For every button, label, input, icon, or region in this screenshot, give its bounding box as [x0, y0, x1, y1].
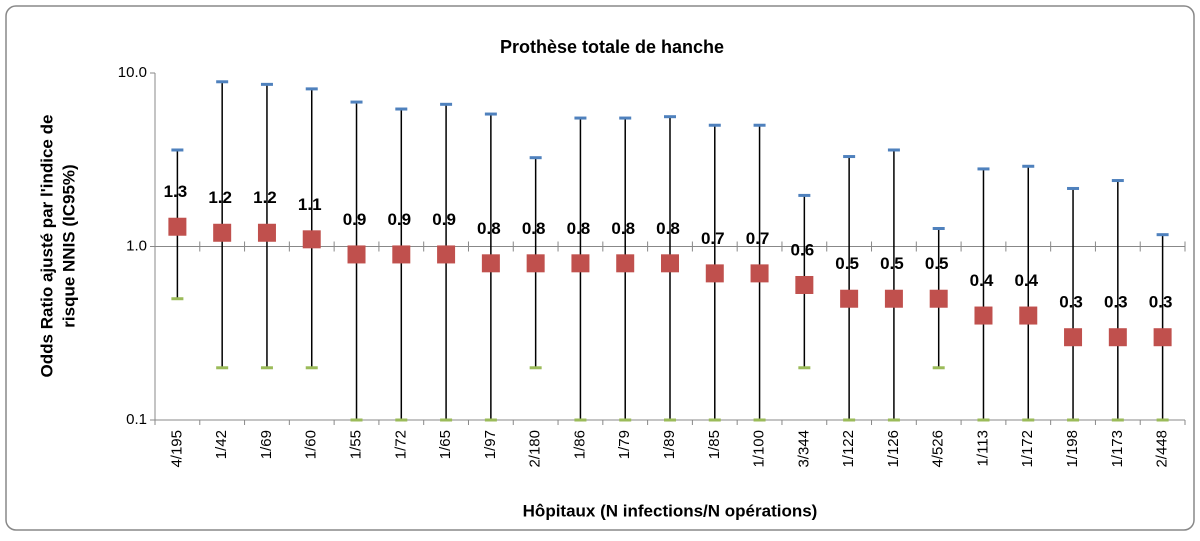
x-tick-label: 1/126: [885, 430, 902, 468]
data-label: 0.8: [656, 219, 680, 238]
data-label: 0.5: [835, 254, 859, 273]
data-label: 0.7: [746, 229, 770, 248]
marker: [571, 254, 590, 273]
y-tick-label: 10.0: [118, 64, 147, 81]
data-label: 1.1: [298, 195, 322, 214]
marker: [884, 289, 903, 308]
y-tick-label: 1.0: [126, 237, 147, 254]
x-tick-label: 1/172: [1019, 430, 1036, 468]
data-label: 0.8: [611, 219, 635, 238]
x-tick-label: 4/526: [930, 430, 947, 468]
x-tick-label: 1/85: [706, 430, 723, 459]
x-tick-label: 1/69: [258, 430, 275, 459]
data-label: 0.3: [1104, 293, 1128, 312]
marker: [302, 230, 321, 249]
marker: [1019, 306, 1038, 325]
x-tick-label: 1/122: [840, 430, 857, 468]
x-tick-label: 1/198: [1064, 430, 1081, 468]
x-tick-label: 1/100: [751, 430, 768, 468]
data-label: 0.9: [343, 210, 367, 229]
data-label: 0.7: [701, 229, 725, 248]
x-tick-label: 3/344: [795, 430, 812, 468]
marker: [347, 245, 366, 264]
x-tick-label: 1/65: [437, 430, 454, 459]
data-label: 0.3: [1149, 293, 1173, 312]
x-tick-label: 1/55: [347, 430, 364, 459]
x-tick-label: 1/113: [974, 430, 991, 466]
data-label: 0.8: [522, 219, 546, 238]
marker: [795, 275, 814, 294]
marker: [705, 264, 724, 283]
data-label: 0.5: [925, 254, 949, 273]
x-tick-label: 1/60: [303, 430, 320, 459]
data-label: 0.9: [387, 210, 411, 229]
x-tick-label: 1/89: [661, 430, 678, 459]
marker: [974, 306, 993, 325]
data-label: 0.9: [432, 210, 456, 229]
marker: [1064, 328, 1083, 347]
marker: [437, 245, 456, 264]
x-tick-label: 2/448: [1154, 430, 1171, 468]
x-tick-label: 4/195: [168, 430, 185, 468]
marker: [526, 254, 545, 273]
data-label: 0.6: [791, 240, 815, 259]
y-axis-title: risque NNIS (IC95%): [59, 164, 78, 327]
marker: [661, 254, 679, 273]
marker: [1108, 328, 1127, 347]
chart-frame: [5, 5, 1195, 531]
data-label: 0.8: [477, 219, 501, 238]
marker: [257, 223, 276, 242]
x-axis-title: Hôpitaux (N infections/N opérations): [523, 501, 818, 520]
y-axis-title: Odds Ratio ajusté par l'indice de: [37, 115, 56, 378]
data-label: 0.8: [567, 219, 591, 238]
data-label: 1.2: [253, 188, 277, 207]
data-label: 0.5: [880, 254, 904, 273]
data-label: 0.4: [1014, 271, 1038, 290]
marker: [168, 217, 187, 236]
marker: [840, 289, 859, 308]
marker: [392, 245, 411, 264]
x-tick-label: 1/42: [213, 430, 230, 459]
x-tick-label: 1/72: [392, 430, 409, 459]
data-label: 1.2: [208, 188, 232, 207]
chart-title: Prothèse totale de hanche: [500, 37, 724, 57]
data-label: 0.3: [1059, 293, 1083, 312]
x-tick-label: 1/79: [616, 430, 633, 459]
marker: [929, 289, 948, 308]
x-tick-label: 1/86: [571, 430, 588, 459]
marker: [750, 264, 769, 283]
x-tick-label: 2/180: [527, 430, 544, 468]
marker: [213, 223, 232, 242]
marker: [1153, 328, 1172, 347]
data-label: 1.3: [164, 182, 188, 201]
marker: [616, 254, 635, 273]
x-tick-label: 1/173: [1109, 430, 1126, 468]
data-label: 0.4: [970, 271, 994, 290]
marker: [481, 254, 500, 273]
x-tick-label: 1/97: [482, 430, 499, 459]
y-tick-label: 0.1: [126, 411, 147, 428]
